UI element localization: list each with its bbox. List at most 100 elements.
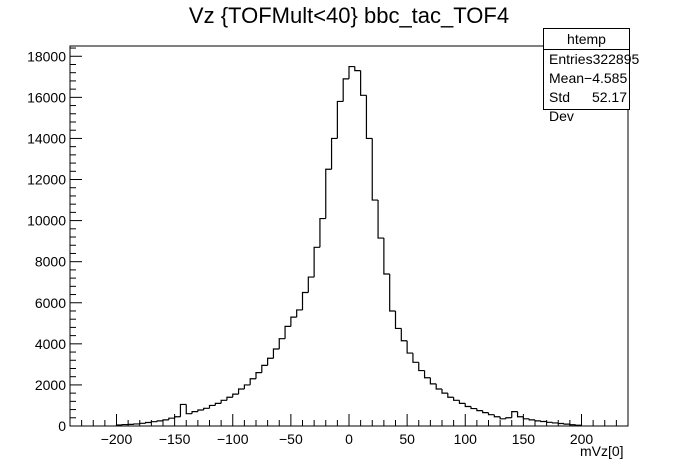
y-tick-label: 18000 <box>27 48 66 64</box>
y-tick-label: 12000 <box>27 172 66 188</box>
histogram-series <box>115 65 583 426</box>
stats-label: Std Dev <box>549 89 574 124</box>
histogram-bin <box>441 389 448 394</box>
histogram-bin <box>237 388 245 395</box>
histogram-bin <box>511 411 518 418</box>
histogram-bin <box>563 423 570 425</box>
histogram-bin <box>423 370 431 379</box>
histogram-bin <box>174 416 181 419</box>
histogram-bin <box>377 200 384 239</box>
y-tick-label: 0 <box>58 418 66 434</box>
x-tick-label: −150 <box>159 431 191 447</box>
histogram-bin <box>412 353 419 363</box>
histogram-bin <box>272 348 280 359</box>
histogram-bin <box>354 66 361 72</box>
histogram-bin <box>447 393 454 398</box>
histogram-bin <box>540 420 547 423</box>
histogram-bin <box>197 409 204 412</box>
histogram-bin <box>261 364 268 373</box>
histogram-bin <box>156 420 163 422</box>
stats-row-mean: Mean −4.585 <box>544 69 629 88</box>
histogram-bin <box>522 416 530 420</box>
histogram-bin <box>144 421 152 424</box>
stats-label: Entries <box>549 51 593 67</box>
stats-box: htemp Entries 322895 Mean −4.585 Std Dev… <box>543 28 639 124</box>
histogram-bin <box>319 217 326 248</box>
x-axis: −200 −150 −100 −50 0 50 100 150 200 <box>69 414 629 447</box>
histogram-bin <box>493 414 501 418</box>
histogram-bin <box>371 138 379 201</box>
y-tick-label: 10000 <box>27 213 66 229</box>
histogram-bin <box>249 378 256 385</box>
chart-title: Vz {TOFMult<40} bbc_tac_TOF4 <box>188 3 510 28</box>
histogram-bin <box>243 384 251 390</box>
histogram-bin <box>336 100 344 139</box>
histogram-bin <box>208 404 216 409</box>
x-tick-label: 200 <box>570 431 594 447</box>
histogram-bin <box>453 397 460 401</box>
stats-value: 322895 <box>592 51 640 67</box>
histogram-bin <box>458 400 466 405</box>
histogram-bin <box>400 328 408 342</box>
histogram-bin <box>476 408 483 412</box>
histogram-bin <box>482 410 489 414</box>
histogram-bin <box>551 422 559 424</box>
histogram-bin <box>360 70 367 96</box>
histogram-bin <box>435 383 442 390</box>
histogram-bin <box>499 416 506 420</box>
histogram-bin <box>365 95 373 140</box>
stats-row-entries: Entries 322895 <box>544 50 639 69</box>
histogram-bin <box>470 406 477 410</box>
x-tick-label: 0 <box>345 431 353 447</box>
y-tick-label: 8000 <box>35 254 66 270</box>
histogram-bin <box>429 377 437 385</box>
histogram-bin <box>214 402 222 406</box>
stats-row-stddev: Std Dev 52.17 <box>544 88 629 124</box>
stats-value: −4.585 <box>584 70 628 86</box>
histogram-bin <box>150 421 158 423</box>
histogram-bin <box>383 238 390 275</box>
histogram-bin <box>313 246 320 278</box>
histogram-bin <box>325 168 332 219</box>
histogram-bin <box>168 417 175 420</box>
histogram-bin <box>115 424 123 426</box>
x-tick-label: −200 <box>101 431 133 447</box>
histogram-bin <box>301 291 309 310</box>
y-axis: 0 2000 4000 6000 8000 10000 12000 14000 16000 180… <box>27 47 82 434</box>
stats-title: htemp <box>544 29 629 50</box>
x-tick-label: 100 <box>454 431 478 447</box>
histogram-bin <box>406 340 413 354</box>
y-tick-label: 2000 <box>35 377 66 393</box>
histogram-bin <box>139 422 146 424</box>
stats-label: Mean <box>549 70 585 86</box>
histogram-bin <box>516 411 524 418</box>
histogram-bin <box>546 421 553 423</box>
histogram-bin <box>296 309 303 318</box>
histogram-bin <box>232 393 239 398</box>
y-tick-label: 6000 <box>35 295 66 311</box>
histogram-bin <box>179 403 187 417</box>
histogram-bin <box>534 419 541 422</box>
histogram-bin <box>162 419 169 421</box>
histogram-bin <box>330 137 338 170</box>
histogram-bin <box>389 274 396 312</box>
histogram-bin <box>569 424 576 426</box>
x-tick-label: −50 <box>279 431 303 447</box>
histogram-bin <box>278 338 286 349</box>
y-tick-label: 16000 <box>27 89 66 105</box>
histogram-bin <box>487 412 495 416</box>
histogram-bin <box>528 418 535 421</box>
y-tick-label: 14000 <box>27 130 66 146</box>
histogram-bin <box>255 371 262 379</box>
x-tick-label: −100 <box>217 431 249 447</box>
y-tick-label: 4000 <box>35 336 66 352</box>
histogram-bin <box>203 407 210 410</box>
histogram-bin <box>267 357 274 366</box>
x-tick-label: 50 <box>399 431 415 447</box>
x-tick-label: 150 <box>512 431 536 447</box>
histogram-bin <box>348 65 355 79</box>
histogram-bin <box>191 411 198 414</box>
histogram-bin <box>185 404 193 415</box>
histogram-bin <box>557 422 565 425</box>
